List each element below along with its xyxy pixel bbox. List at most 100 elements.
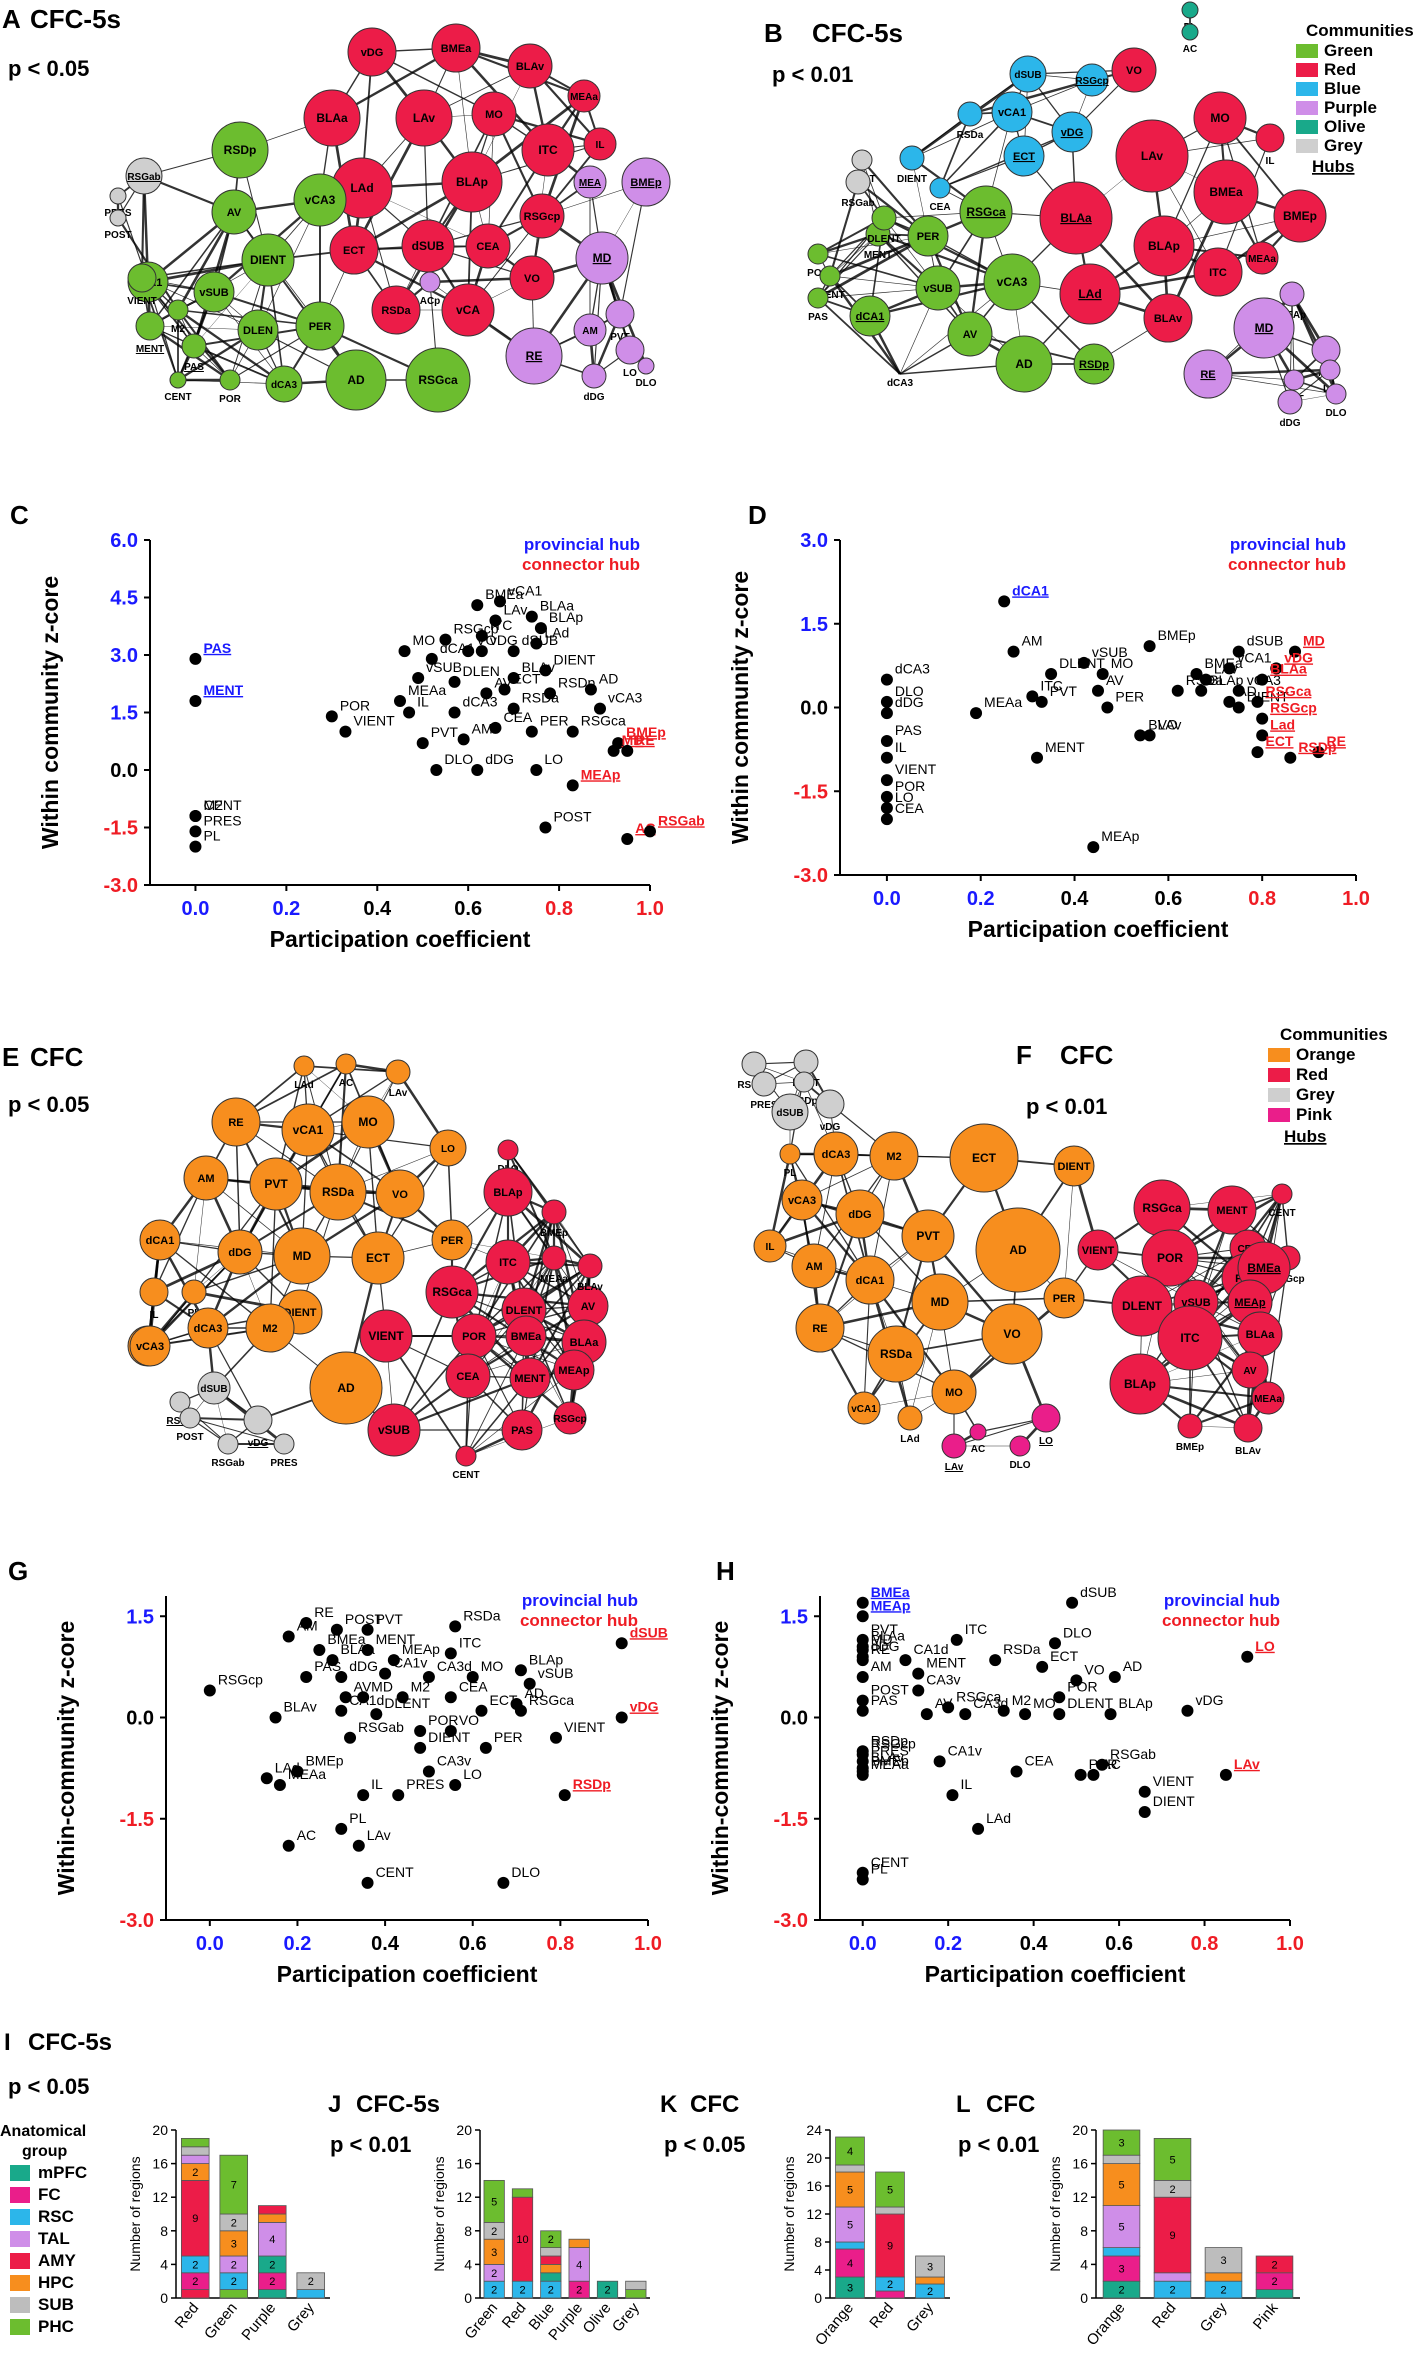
legend-swatch-purple — [1296, 101, 1318, 115]
point-label: POST — [345, 1611, 384, 1627]
panel-K-pvalue: p < 0.05 — [664, 2132, 745, 2157]
bar-segment-sub — [915, 2255, 945, 2278]
node-rsda: RSDa — [371, 285, 421, 335]
segment-value: 4 — [576, 2259, 582, 2271]
node-circle — [497, 1139, 519, 1161]
node-label: MO — [1210, 111, 1229, 125]
point-marker — [189, 810, 202, 822]
point-marker — [1199, 673, 1212, 686]
point-por: POR — [880, 778, 925, 803]
node-label: IL — [150, 1310, 159, 1321]
bar-chart-I: 0 4 8 12 16 20 Number of regions 2 2 9 2 Red 2 2 3 2 7 Gr… — [127, 2122, 330, 2344]
node-circle — [1231, 1351, 1269, 1389]
point-label: dCA3 — [895, 661, 930, 677]
point-ment: MENT — [361, 1631, 416, 1656]
point-marker — [471, 764, 484, 776]
point-pres: PRES — [189, 812, 242, 838]
point-label: PL — [871, 1861, 888, 1877]
node-circle — [519, 193, 565, 239]
point-pas: PAS — [189, 640, 231, 665]
point-marker — [412, 672, 425, 684]
legend-swatch-olive — [1296, 120, 1318, 134]
x-tick-label: 0.0 — [196, 1933, 224, 1955]
point-dsub: dSUB — [615, 1624, 668, 1650]
node-rsgab: RSGab — [125, 157, 163, 195]
bar-grey: 2 3 Grey — [1197, 2247, 1243, 2335]
point-label: AD — [1123, 1658, 1142, 1674]
segment-value: 4 — [847, 2146, 853, 2158]
point-marker — [1096, 1758, 1108, 1771]
point-vient: VIENT — [549, 1719, 606, 1744]
point-label: CA1d — [913, 1641, 948, 1657]
node-label: DLO — [1325, 408, 1346, 419]
point-lo: LO — [530, 751, 563, 776]
node-pas: PAS — [181, 333, 207, 373]
point-marker — [615, 1711, 628, 1724]
node-vo: VO — [981, 1303, 1043, 1365]
node-circle — [567, 79, 601, 113]
node-label: LAv — [1141, 149, 1164, 163]
point-rsgcp: RSGcp — [203, 1672, 263, 1697]
node-circle — [541, 1199, 567, 1225]
node-label: MD — [931, 1295, 950, 1309]
point-meaa: MEAa — [273, 1766, 326, 1791]
point-marker — [1087, 1768, 1100, 1781]
point-rsgca: RSGca — [942, 1688, 1002, 1714]
node-rsdp: RSDp — [166, 1391, 194, 1427]
node-label: LAd — [350, 181, 373, 195]
node-circle — [845, 169, 871, 195]
point-marker — [615, 1637, 628, 1650]
point-label: RE — [871, 1641, 890, 1657]
node-re: RE — [211, 1097, 261, 1147]
point-marker — [466, 1671, 479, 1683]
y-tick-label: 20 — [456, 2122, 472, 2138]
point-lo: LO — [449, 1766, 482, 1791]
category-label: Pink — [1250, 2299, 1282, 2333]
point-dlent: DLENT — [370, 1695, 431, 1721]
point-label: BMEp — [1158, 627, 1196, 643]
node-label: POR — [219, 394, 241, 405]
point-il: IL — [946, 1776, 972, 1802]
node-label: LAv — [389, 1088, 408, 1099]
point-marker — [489, 614, 502, 627]
scatter-G: 1.5 0.0 -1.5 -3.0 0.0 0.2 0.4 0.6 0.8 1.0 Particip… — [53, 1591, 668, 1987]
legend-swatch-red — [1296, 63, 1318, 77]
scatter-C: 6.0 4.5 3.0 1.5 0.0 -1.5 -3.0 0.0 0.2 0.4 0.6 0.8 1.… — [37, 530, 705, 952]
point-rsdp: RSDp — [1284, 739, 1336, 764]
point-label: LAd — [544, 625, 569, 641]
y-axis-title: Number of regions — [1047, 2156, 1063, 2271]
node-pas: PAS — [501, 1409, 543, 1451]
panel-D-letter: D — [748, 500, 767, 530]
node-rsgca: RSGca — [405, 347, 471, 413]
panel-A-title: CFC-5s — [30, 4, 121, 34]
node-circle — [197, 1371, 231, 1405]
node-label: PAS — [184, 362, 204, 373]
node-dsub: dSUB — [401, 219, 455, 273]
node-circle — [1251, 1381, 1285, 1415]
y-tick-label: 16 — [456, 2156, 472, 2172]
legend-label-olive: Olive — [1324, 117, 1366, 136]
node-vsub: vSUB — [367, 1403, 421, 1457]
y-tick-label: -1.5 — [120, 1809, 154, 1831]
segment-value: 2 — [269, 2276, 275, 2288]
point-marker — [912, 1667, 925, 1680]
point-marker — [621, 744, 634, 757]
y-tick-label: -1.5 — [104, 818, 138, 840]
point-marker — [856, 1694, 869, 1707]
node-circle — [217, 1433, 239, 1455]
node-circle — [849, 295, 891, 337]
node-circle — [1143, 293, 1193, 343]
point-marker — [530, 637, 543, 650]
point-m2: M2 — [997, 1692, 1031, 1717]
y-tick-label: 1.5 — [780, 1606, 808, 1628]
point-ect: ECT — [498, 671, 541, 696]
anat-label-rsc: RSC — [38, 2207, 74, 2226]
node-circle — [1279, 281, 1305, 307]
point-marker — [1143, 729, 1156, 742]
point-label: AV — [1106, 672, 1124, 688]
node-label: vCA3 — [997, 275, 1028, 289]
y-tick-label: 24 — [806, 2122, 822, 2138]
node-circle — [419, 271, 441, 293]
y-axis-title: Number of regions — [431, 2156, 447, 2271]
bar-segment-hpc — [568, 2238, 590, 2248]
